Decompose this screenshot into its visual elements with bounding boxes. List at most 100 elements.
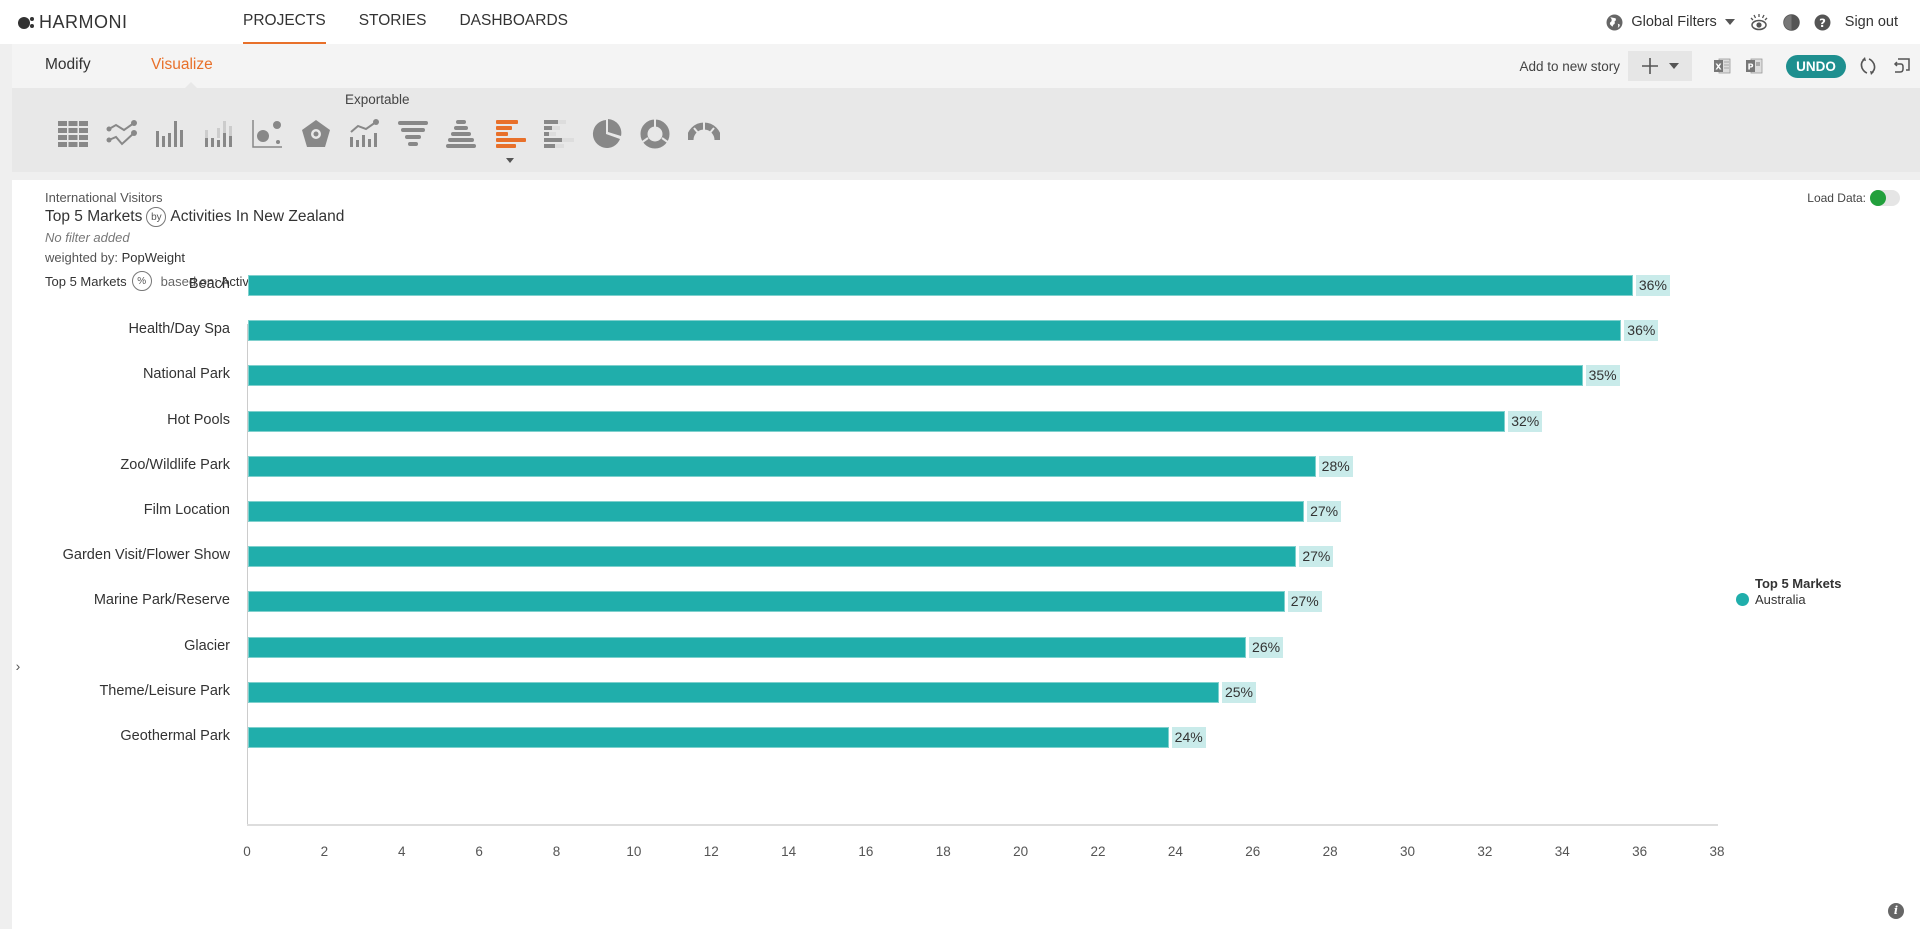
- based-on-label: based on:: [160, 273, 218, 289]
- brand-name: HARMONI: [39, 12, 128, 32]
- bar[interactable]: [248, 591, 1285, 613]
- bar[interactable]: [248, 546, 1297, 568]
- nav-stories[interactable]: STORIES: [358, 12, 427, 29]
- based-variable: Top 5 Markets: [45, 273, 127, 289]
- x-tick-label: 32: [1477, 844, 1493, 859]
- tab-modify[interactable]: Modify: [45, 56, 91, 73]
- bar[interactable]: [248, 455, 1316, 477]
- bar[interactable]: [248, 365, 1583, 387]
- excel-export-icon[interactable]: X: [1713, 57, 1731, 75]
- x-tick-label: 24: [1167, 844, 1183, 859]
- funnel-chart-icon[interactable]: [389, 114, 438, 154]
- x-tick-label: 30: [1400, 844, 1416, 859]
- pie-chart-icon[interactable]: [583, 114, 632, 154]
- scatter-chart-icon[interactable]: [243, 114, 292, 154]
- bar[interactable]: [248, 410, 1506, 432]
- x-tick-label: 20: [1013, 844, 1029, 859]
- percent-toggle-icon[interactable]: %: [131, 271, 152, 291]
- global-filters-button[interactable]: Global Filters: [1606, 14, 1735, 31]
- info-icon[interactable]: i: [1888, 903, 1904, 919]
- sign-out-link[interactable]: Sign out: [1844, 14, 1898, 30]
- data-label: 24%: [1171, 727, 1206, 748]
- bar[interactable]: [248, 320, 1622, 342]
- data-label: 27%: [1299, 546, 1334, 568]
- swap-by-icon[interactable]: by: [146, 207, 167, 227]
- combo-chart-icon[interactable]: [340, 114, 389, 154]
- sub-right-actions: Add to new story X P UNDO: [1519, 44, 1920, 88]
- category-label: Hot Pools: [167, 411, 230, 428]
- refresh-icon[interactable]: [1858, 56, 1878, 76]
- gauge-chart-icon[interactable]: [680, 114, 729, 154]
- donut-chart-icon[interactable]: [631, 114, 680, 154]
- contrast-icon[interactable]: [1783, 13, 1800, 31]
- category-label: Marine Park/Reserve: [93, 592, 230, 609]
- top-navigation: HARMONI PROJECTS STORIES DASHBOARDS Glob…: [0, 0, 1920, 44]
- bar-chart-icon[interactable]: [146, 114, 195, 154]
- x-tick-label: 10: [626, 844, 642, 859]
- y-axis-line: [247, 324, 248, 824]
- legend-item[interactable]: Australia: [1736, 592, 1841, 607]
- nav-projects[interactable]: PROJECTS: [243, 0, 326, 44]
- chart-legend: Top 5 Markets Australia: [1734, 576, 1841, 607]
- reset-view-icon[interactable]: [1892, 56, 1912, 76]
- x-tick-label: 14: [781, 844, 797, 859]
- category-label: Garden Visit/Flower Show: [62, 547, 230, 564]
- stacked-bar-chart-icon[interactable]: [195, 114, 244, 154]
- title-column-variable[interactable]: Activities In New Zealand: [170, 208, 345, 225]
- powerpoint-export-icon[interactable]: P: [1745, 57, 1763, 75]
- radar-chart-icon[interactable]: [292, 114, 341, 154]
- data-label: 27%: [1307, 501, 1342, 522]
- toggle-knob: [1870, 190, 1886, 206]
- chart-type-list: [49, 114, 729, 163]
- legend-title: Top 5 Markets: [1755, 576, 1842, 591]
- bar[interactable]: [248, 727, 1169, 748]
- help-icon[interactable]: ?: [1814, 14, 1831, 31]
- x-tick-label: 18: [935, 844, 951, 859]
- x-tick-label: 6: [475, 844, 483, 859]
- global-filters-label: Global Filters: [1631, 14, 1717, 30]
- x-tick-label: 34: [1554, 844, 1570, 859]
- harmoni-logo[interactable]: HARMONI: [18, 12, 128, 33]
- sub-navigation: Modify Visualize Add to new story X P UN…: [12, 44, 1920, 88]
- tab-visualize[interactable]: Visualize: [151, 56, 213, 73]
- svg-text:P: P: [1748, 63, 1754, 72]
- weighted-value: PopWeight: [121, 250, 185, 265]
- x-tick-label: 16: [858, 844, 874, 859]
- chart-type-toolbar: Exportable: [12, 82, 1920, 172]
- load-data-label: Load Data:: [1807, 191, 1866, 205]
- stacked-horizontal-bar-chart-icon[interactable]: [534, 114, 583, 154]
- x-tick-label: 28: [1322, 844, 1338, 859]
- x-axis-line: [247, 824, 1718, 826]
- legend-color-dot: [1736, 593, 1749, 606]
- x-tick-label: 2: [320, 844, 329, 859]
- category-label: Geothermal Park: [120, 728, 230, 744]
- category-label: National Park: [142, 366, 230, 383]
- weighting-info: weighted by: PopWeight: [45, 250, 367, 265]
- horizontal-bar-chart-icon[interactable]: [486, 114, 535, 163]
- category-label: Health/Day Spa: [128, 321, 230, 338]
- title-row-variable[interactable]: Top 5 Markets: [45, 208, 143, 225]
- chevron-down-icon: [1724, 19, 1735, 25]
- chevron-right-icon[interactable]: ›: [15, 658, 21, 674]
- nav-dashboards[interactable]: DASHBOARDS: [459, 12, 568, 29]
- data-source-label: International Visitors: [45, 190, 163, 205]
- bar[interactable]: [248, 275, 1633, 296]
- x-tick-label: 4: [397, 844, 406, 859]
- category-label: Theme/Leisure Park: [99, 682, 230, 699]
- data-label: 25%: [1221, 681, 1256, 703]
- data-label: 28%: [1318, 455, 1353, 477]
- data-label: 27%: [1287, 591, 1322, 613]
- undo-button[interactable]: UNDO: [1786, 54, 1846, 78]
- data-label: 36%: [1624, 320, 1659, 342]
- logo-mark-icon: [18, 15, 36, 31]
- eye-icon[interactable]: [1749, 13, 1769, 31]
- bar[interactable]: [248, 681, 1219, 703]
- bar[interactable]: [248, 501, 1305, 522]
- line-chart-icon[interactable]: [98, 114, 147, 154]
- bar[interactable]: [248, 636, 1247, 658]
- pyramid-chart-icon[interactable]: [437, 114, 486, 154]
- chevron-down-icon[interactable]: [505, 158, 514, 163]
- table-icon[interactable]: [49, 114, 98, 154]
- add-to-story-button[interactable]: [1628, 51, 1692, 81]
- load-data-toggle[interactable]: [1870, 190, 1900, 206]
